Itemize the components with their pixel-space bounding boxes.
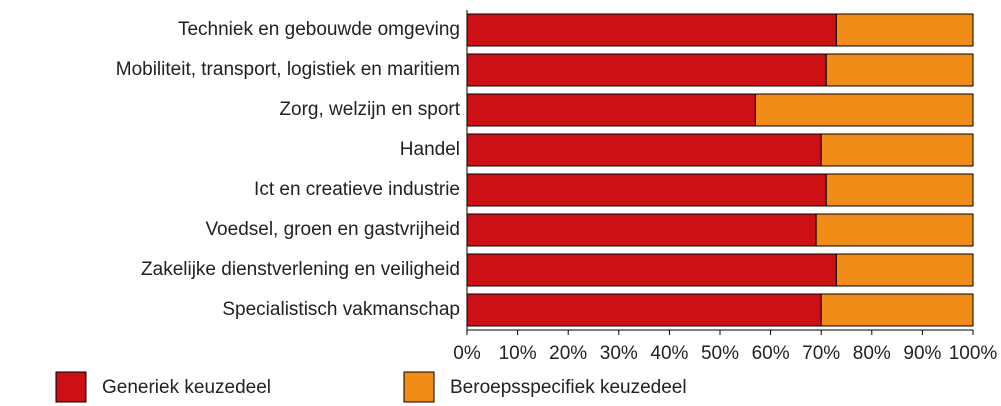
x-tick-label: 40% [650, 343, 688, 364]
legend-label: Beroepsspecifiek keuzedeel [450, 377, 687, 398]
x-tick-label: 100% [949, 343, 998, 364]
x-tick-label: 10% [499, 343, 537, 364]
bar-segment [820, 133, 974, 167]
legend-swatch [403, 371, 435, 403]
x-tick-label: 60% [752, 343, 790, 364]
x-tick-label: 80% [853, 343, 891, 364]
x-tick-label: 70% [802, 343, 840, 364]
bar-segment [466, 53, 827, 87]
bar-segment [825, 173, 974, 207]
bar-segment [466, 213, 817, 247]
bar-segment [466, 133, 822, 167]
y-tick-label: Techniek en gebouwde omgeving [178, 19, 460, 40]
bar-segment [466, 253, 837, 287]
x-tick-label: 90% [903, 343, 941, 364]
bar-segment [466, 93, 756, 127]
y-tick-label: Mobiliteit, transport, logistiek en mari… [116, 59, 460, 80]
x-tick-label: 0% [453, 343, 481, 364]
y-tick-label: Handel [400, 139, 460, 160]
bar-segment [835, 253, 974, 287]
bar-segment [466, 293, 822, 327]
bar-segment [835, 13, 974, 47]
bar-segment [466, 13, 837, 47]
x-tick-label: 50% [701, 343, 739, 364]
y-tick-label: Ict en creatieve industrie [254, 179, 460, 200]
y-tick-label: Zorg, welzijn en sport [279, 99, 460, 120]
legend-swatch [55, 371, 87, 403]
x-tick-label: 20% [549, 343, 587, 364]
bar-segment [466, 173, 827, 207]
y-tick-label: Zakelijke dienstverlening en veiligheid [141, 259, 460, 280]
bar-segment [825, 53, 974, 87]
bar-segment [815, 213, 974, 247]
legend-label: Generiek keuzedeel [102, 377, 271, 398]
x-tick-label: 30% [600, 343, 638, 364]
bar-segment [754, 93, 974, 127]
y-tick-label: Specialistisch vakmanschap [222, 299, 460, 320]
bar-segment [820, 293, 974, 327]
y-tick-label: Voedsel, groen en gastvrijheid [205, 219, 460, 240]
